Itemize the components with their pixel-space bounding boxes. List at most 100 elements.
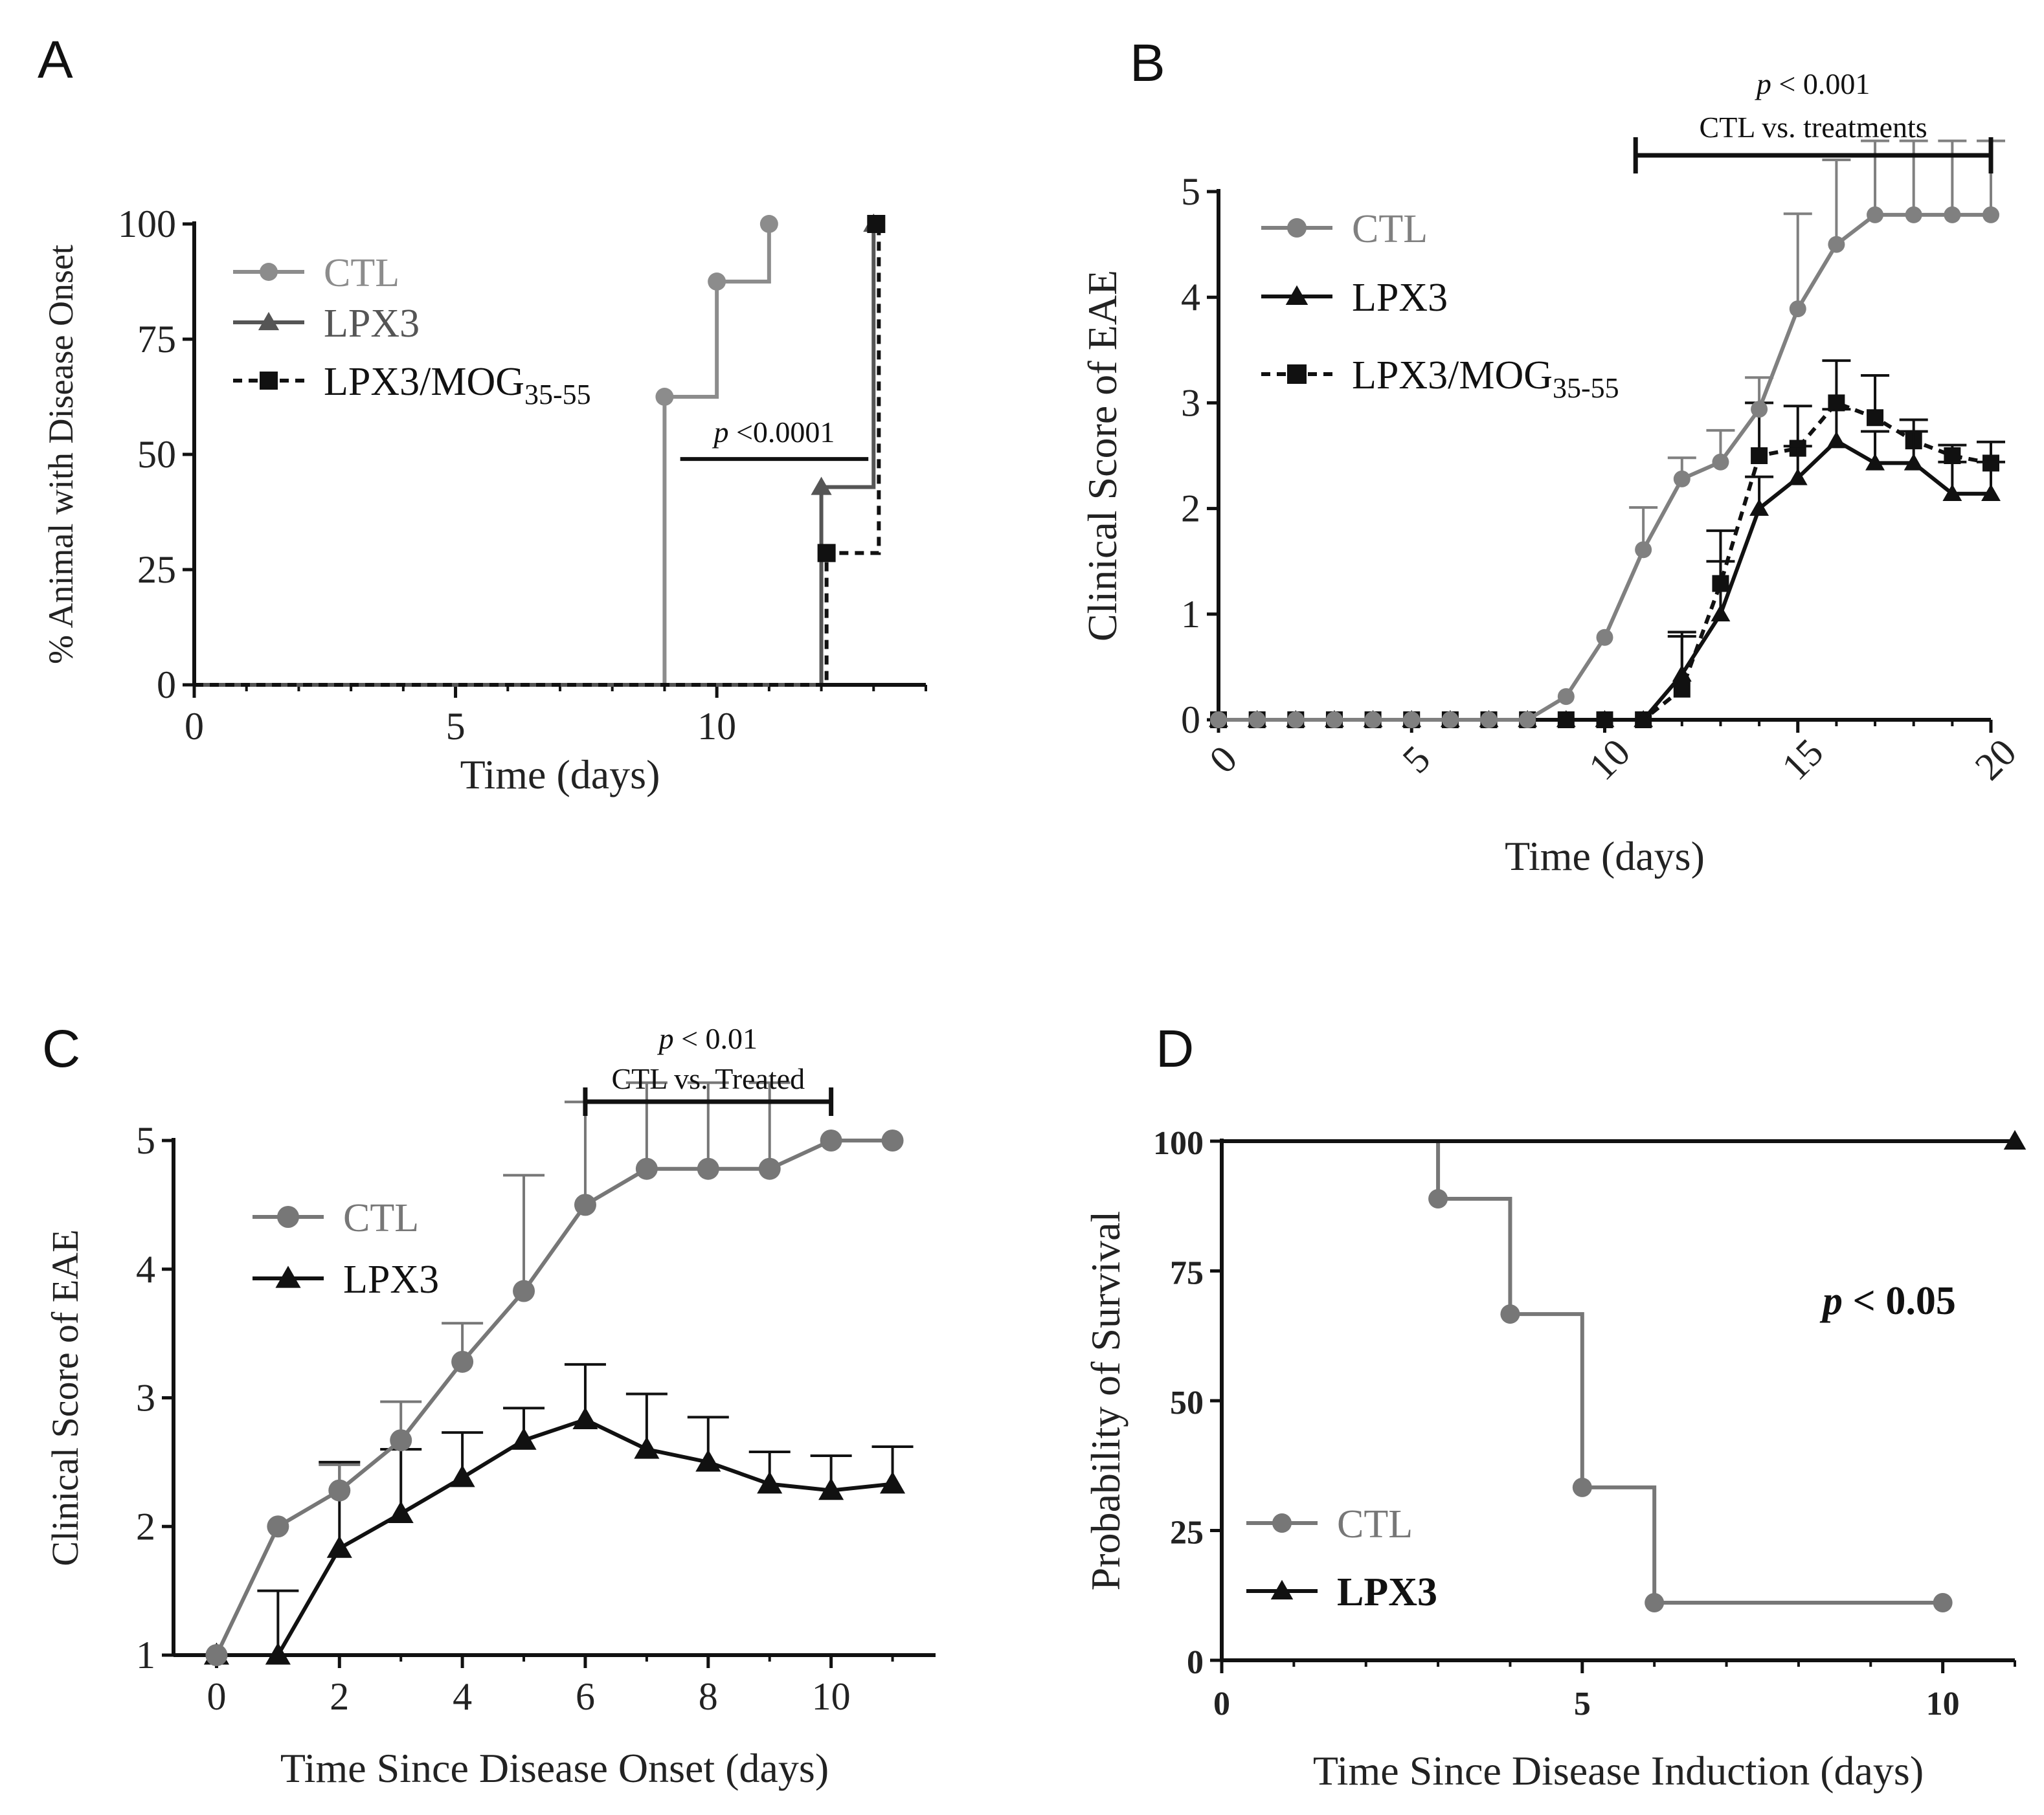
data-point [811,476,832,495]
legend-label-text: CTL [324,251,399,295]
chart-panel-a: 0 25 50 75 100 0 5 10 Time (days) % Animal with D… [41,203,927,797]
data-point [1828,236,1845,253]
x-tick-label: 20 [1967,731,2025,788]
series-line [194,224,881,687]
legend-marker [1272,1513,1292,1533]
y-axis-title: % Animal with Disease Onset [41,245,80,664]
p-value: < 0.001 [1771,67,1870,100]
x-tick-label: 10 [1926,1686,1960,1722]
data-point [1364,711,1382,728]
data-point [205,1644,228,1666]
data-point [1287,711,1305,728]
data-point [2003,1130,2027,1150]
y-tick-label: 75 [137,318,176,361]
legend-label-text: CTL [1337,1502,1413,1546]
y-tick-label: 2 [136,1505,155,1548]
y-tick-label: 4 [1181,276,1200,318]
series-line [194,224,771,687]
y-tick-label: 0 [1187,1644,1204,1681]
data-point [1982,206,1999,223]
y-tick-label: 50 [137,433,176,476]
x-tick-label: 10 [1580,731,1638,788]
legend-label-text: LPX3 [1337,1570,1437,1614]
chart-panel-c: 1 2 3 4 5 0 2 4 6 8 10 Time Since Disease Onset (da… [44,1022,936,1791]
legend-label: CTL [1352,207,1428,251]
x-tick-label: 8 [699,1675,718,1718]
series-line [1222,1139,1943,1605]
panel-letter-b: B [1130,34,1165,93]
data-point [1904,453,1924,471]
y-tick-label: 0 [157,663,176,706]
p-value: < 0.01 [674,1022,758,1055]
y-tick-label: 5 [136,1119,155,1162]
x-tick-label: 5 [1394,737,1438,781]
data-point [1519,711,1536,728]
y-tick-label: 50 [1170,1385,1204,1421]
data-point [759,215,778,233]
legend-label-text: LPX3/MOG [324,360,524,404]
legend-label: LPX3 [1352,276,1448,320]
y-tick-label: 2 [1181,487,1200,530]
data-point [574,1194,596,1216]
data-point [1942,484,1962,501]
data-point [881,1130,904,1152]
data-point [326,1535,352,1558]
y-tick-label: 25 [1170,1515,1204,1552]
legend-marker [1287,218,1307,238]
series-line [214,1139,893,1656]
legend-label-subscript: 35-55 [1553,372,1619,404]
data-point [1248,711,1266,728]
data-point [388,1500,414,1524]
significance-label: p <0.0001 [712,416,835,449]
data-point [635,1157,658,1180]
legend-label: LPX3 [324,302,420,346]
legend-label-text: LPX3 [343,1258,439,1302]
data-point [1788,468,1808,485]
y-axis-title: Clinical Score of EAE [44,1229,86,1566]
x-axis-title: Time (days) [1505,833,1705,879]
data-point [880,1471,906,1494]
data-point [820,1130,842,1152]
p-value: <0.0001 [728,416,835,449]
data-point [655,388,674,406]
data-point [1428,1189,1448,1209]
data-point [265,1642,291,1665]
y-axis-title: Probability of Survival [1083,1211,1129,1591]
legend-marker [260,372,278,390]
series-line [216,1418,893,1657]
legend-marker [1287,364,1307,384]
p-italic: p [657,1022,674,1055]
data-point [1711,604,1731,622]
y-axis-title: Clinical Score of EAE [1079,270,1125,641]
legend-label: CTL [343,1196,419,1240]
data-point [1596,629,1613,646]
y-tick-label: 4 [136,1248,155,1291]
significance-label-comparison: CTL vs. Treated [612,1062,805,1095]
data-point [1480,711,1498,728]
data-point [867,215,886,233]
x-tick-label: 2 [330,1675,349,1718]
legend-label-text: LPX3 [324,302,420,346]
legend-marker [275,1265,301,1288]
significance-label-comparison: CTL vs. treatments [1700,111,1927,144]
data-point [1645,1592,1665,1612]
data-point [1867,409,1884,427]
data-point [1789,300,1806,318]
legend-label-subscript: 35-55 [524,379,591,410]
data-point [1403,711,1421,728]
x-tick-label: 0 [1213,1686,1230,1722]
x-axis-title: Time (days) [460,752,660,797]
data-point [1441,711,1459,728]
p-italic: p [1755,67,1771,100]
y-tick-label: 25 [137,548,176,591]
legend-marker [277,1206,299,1228]
significance-label: p < 0.05 [1819,1279,1956,1323]
data-point [1712,453,1729,471]
legend-label: LPX3 [343,1258,439,1302]
x-tick-label: 6 [576,1675,595,1718]
y-tick-label: 3 [136,1377,155,1420]
data-point [1981,484,2001,501]
data-point [1635,541,1652,559]
legend-marker [1285,285,1308,305]
